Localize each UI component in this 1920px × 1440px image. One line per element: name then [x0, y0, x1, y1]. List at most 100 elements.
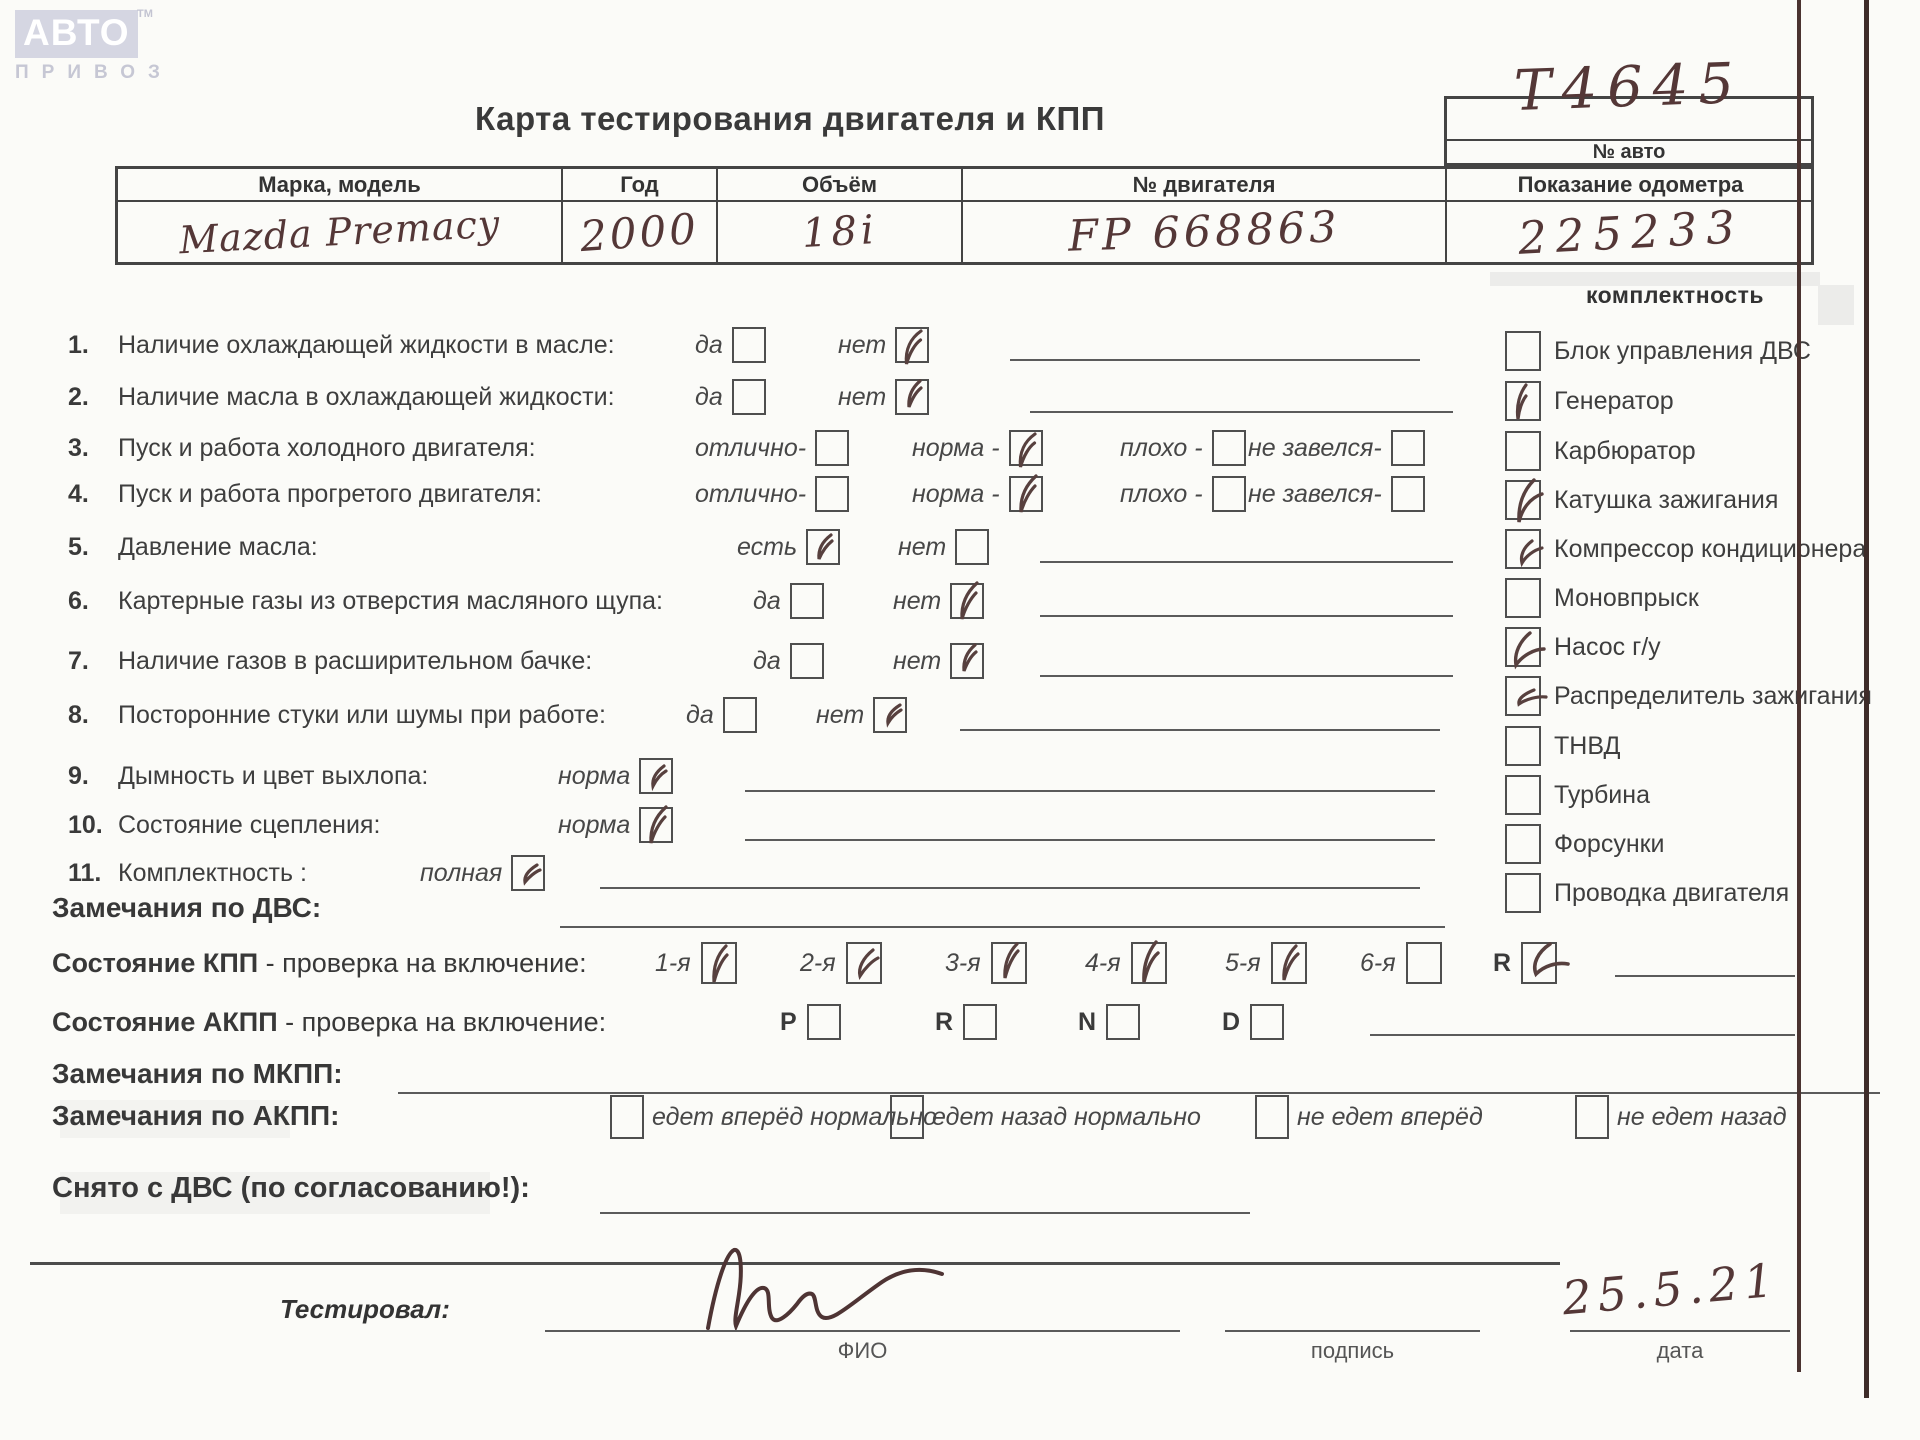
checkbox[interactable] [1106, 1004, 1141, 1040]
gear-label: 4-я [1085, 948, 1121, 977]
blank-line[interactable] [398, 1092, 1880, 1094]
blank-line[interactable] [1040, 675, 1453, 677]
checkbox[interactable] [1505, 431, 1541, 471]
gear-label: 5-я [1225, 948, 1261, 977]
blank-line[interactable] [960, 729, 1440, 731]
blank-line[interactable] [600, 887, 1420, 889]
checkbox[interactable] [845, 942, 882, 984]
checkbox[interactable] [1270, 942, 1307, 984]
checkbox[interactable] [1505, 775, 1541, 815]
checkbox[interactable] [1505, 478, 1544, 523]
completeness-label: Компрессор кондиционера [1554, 534, 1867, 563]
completeness-title: комплектность [1585, 282, 1765, 308]
checkbox[interactable] [1505, 873, 1541, 913]
checkbox[interactable] [815, 430, 850, 466]
checkbox[interactable] [895, 327, 930, 365]
checkbox[interactable] [639, 805, 674, 844]
option-label: полная [420, 858, 503, 887]
checkbox[interactable] [1211, 476, 1246, 512]
fio-line[interactable] [545, 1330, 1180, 1332]
engine-check-row: 6. Картерные газы из отверстия масляного… [0, 581, 1920, 621]
date-line[interactable] [1570, 1330, 1790, 1332]
option-label: плохо - [1120, 433, 1203, 462]
checkbox[interactable] [1008, 430, 1043, 468]
position-label: R [935, 1007, 954, 1036]
completeness-item: Блок управления ДВС [1505, 329, 1811, 373]
checkbox[interactable] [700, 942, 737, 984]
checkbox[interactable] [815, 476, 850, 512]
scan-smudge [1490, 272, 1820, 286]
blank-line[interactable] [600, 1212, 1250, 1214]
akpp-section-label: Состояние АКПП - проверка на включение: [52, 1007, 606, 1038]
gear-check: 1-я [655, 941, 737, 985]
checkbox[interactable] [731, 327, 766, 363]
checkbox[interactable] [1505, 824, 1541, 864]
checkbox[interactable] [890, 1095, 924, 1139]
checkbox[interactable] [955, 529, 990, 565]
scan-line [1864, 0, 1869, 1398]
checkbox[interactable] [806, 529, 841, 565]
checkbox[interactable] [1505, 578, 1541, 618]
checkbox[interactable] [1405, 942, 1442, 984]
checkbox[interactable] [1008, 474, 1043, 513]
kpp-section-label: Состояние КПП - проверка на включение: [52, 948, 587, 979]
blank-line[interactable] [1615, 975, 1795, 977]
checkbox[interactable] [1250, 1004, 1285, 1040]
completeness-label: Блок управления ДВС [1554, 336, 1811, 365]
checkbox[interactable] [1390, 476, 1425, 512]
completeness-label: Генератор [1554, 386, 1674, 415]
blank-line[interactable] [1040, 615, 1453, 617]
checkbox[interactable] [1505, 331, 1541, 371]
mkpp-notes-label: Замечания по МКПП: [52, 1058, 343, 1089]
item-label: Комплектность : [118, 859, 307, 887]
checkbox[interactable] [806, 1004, 841, 1040]
signature-line[interactable] [1225, 1330, 1480, 1332]
checkbox[interactable] [789, 583, 824, 619]
checkbox[interactable] [1505, 529, 1544, 569]
blank-line[interactable] [745, 790, 1435, 792]
position-label: P [780, 1007, 797, 1036]
item-number: 2. [68, 383, 89, 411]
scan-line [1797, 0, 1801, 1372]
completeness-label: Моновпрыск [1554, 583, 1699, 612]
checkbox[interactable] [1505, 381, 1541, 421]
checkbox[interactable] [1521, 942, 1570, 984]
blank-line[interactable] [745, 839, 1435, 841]
checkbox[interactable] [1575, 1095, 1609, 1139]
blank-line[interactable] [560, 926, 1445, 928]
checkbox[interactable] [1211, 430, 1246, 466]
checkbox[interactable] [1505, 627, 1546, 670]
checkbox[interactable] [873, 697, 908, 733]
checkbox[interactable] [990, 942, 1027, 984]
blank-line[interactable] [1030, 411, 1453, 413]
checkbox[interactable] [895, 379, 930, 415]
checkbox[interactable] [1505, 676, 1548, 716]
checkbox[interactable] [610, 1095, 644, 1139]
col-header-engine-no: № двигателя [963, 169, 1447, 202]
option-label: да [695, 382, 723, 411]
checkbox[interactable] [1390, 430, 1425, 466]
checkbox[interactable] [950, 581, 985, 620]
completeness-item: Карбюратор [1505, 429, 1696, 473]
checkbox[interactable] [511, 855, 546, 891]
blank-line[interactable] [1370, 1034, 1795, 1036]
gear-check: 6-я [1360, 941, 1442, 985]
blank-line[interactable] [1010, 359, 1420, 361]
checkbox[interactable] [639, 758, 674, 794]
akpp-note-option: не едет назад [1575, 1094, 1787, 1140]
checkbox[interactable] [963, 1004, 998, 1040]
signature-label: подпись [1310, 1338, 1395, 1363]
completeness-label: Проводка двигателя [1554, 878, 1790, 907]
blank-line[interactable] [1040, 561, 1453, 563]
option-label: да [753, 586, 781, 615]
engine-check-row: 7. Наличие газов в расширительном бачке:… [0, 641, 1920, 681]
checkbox[interactable] [731, 379, 766, 415]
checkbox[interactable] [789, 643, 824, 679]
checkbox[interactable] [950, 643, 985, 679]
checkbox[interactable] [1255, 1095, 1289, 1139]
checkbox[interactable] [1505, 726, 1541, 766]
checkbox[interactable] [1130, 940, 1167, 984]
completeness-label: Карбюратор [1554, 436, 1696, 465]
checkbox[interactable] [722, 697, 757, 733]
completeness-item: Турбина [1505, 773, 1650, 817]
